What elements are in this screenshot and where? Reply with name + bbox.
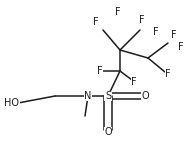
- Text: F: F: [153, 27, 159, 37]
- Text: O: O: [104, 127, 112, 137]
- Text: N: N: [84, 91, 92, 101]
- Text: F: F: [93, 17, 99, 27]
- Text: F: F: [178, 42, 184, 52]
- Text: HO: HO: [4, 98, 19, 108]
- Text: F: F: [115, 7, 121, 17]
- Text: F: F: [131, 77, 137, 87]
- Text: O: O: [141, 91, 149, 101]
- Text: F: F: [171, 30, 177, 40]
- Text: F: F: [139, 15, 145, 25]
- Text: F: F: [97, 66, 103, 76]
- Text: F: F: [165, 69, 171, 79]
- Text: S: S: [105, 91, 111, 101]
